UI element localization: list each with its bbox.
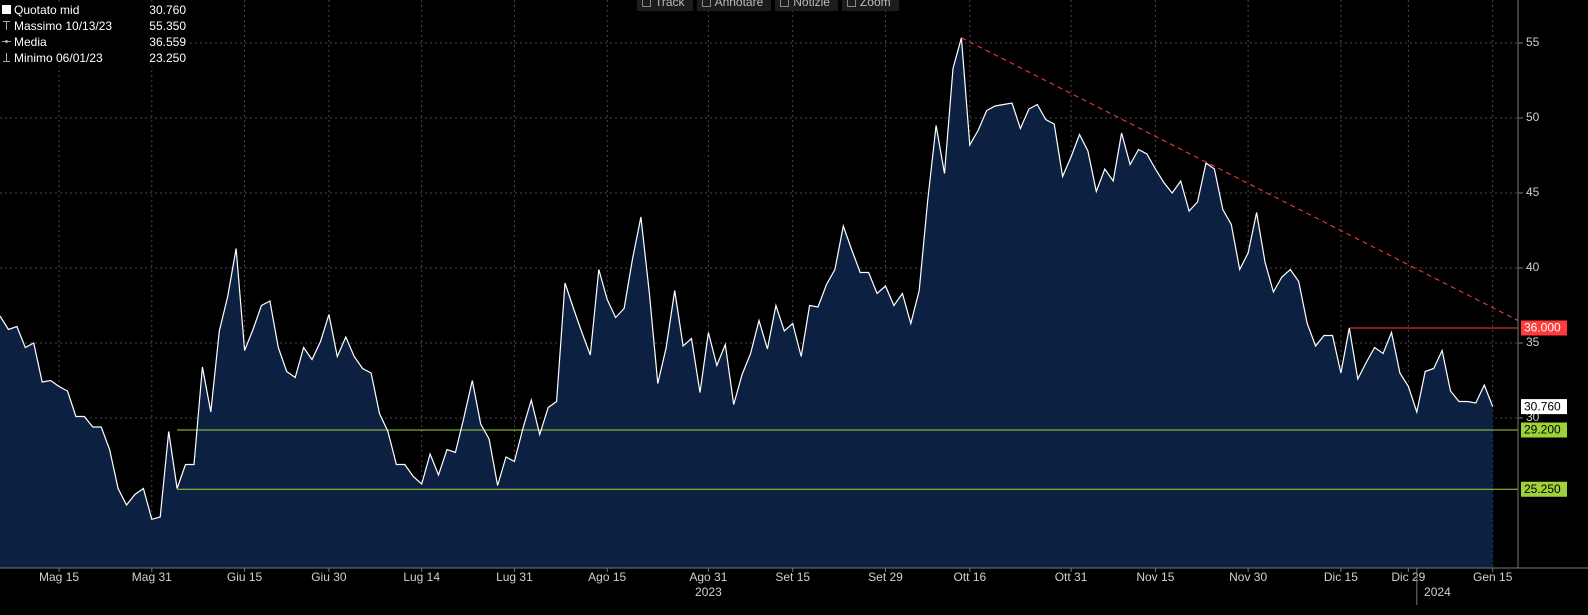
legend-icon — [2, 5, 11, 14]
y-tick-label: 35 — [1526, 335, 1540, 349]
legend-icon — [3, 53, 10, 62]
x-tick-label: Lug 14 — [403, 570, 440, 584]
x-tick-label: Ago 15 — [588, 570, 626, 584]
legend-name: Minimo 06/01/23 — [14, 51, 103, 65]
toolbar-button[interactable]: Annotare — [696, 0, 772, 11]
level-label-text: 29.200 — [1524, 423, 1561, 437]
last-price-text: 30.760 — [1524, 399, 1561, 413]
x-tick-label: Gen 15 — [1473, 570, 1513, 584]
level-label-box — [1521, 422, 1567, 438]
x-tick-label: Ott 16 — [953, 570, 986, 584]
x-tick-label: Mag 15 — [39, 570, 79, 584]
level-label-text: 36.000 — [1524, 321, 1561, 335]
x-tick-label: Lug 31 — [496, 570, 533, 584]
x-tick-label: Dic 29 — [1391, 570, 1425, 584]
x-tick-label: Nov 30 — [1229, 570, 1267, 584]
legend-row: Quotato mid 30.760 — [0, 2, 190, 18]
price-line — [0, 37, 1494, 521]
x-tick-label: Set 29 — [868, 570, 903, 584]
legend-icon — [3, 21, 10, 30]
x-tick-label: Nov 15 — [1136, 570, 1174, 584]
legend-value: 36.559 — [149, 35, 186, 49]
x-tick-label: Ago 31 — [689, 570, 727, 584]
last-price-box — [1521, 399, 1567, 415]
toolbar: Track Annotare Notizie Zoom — [637, 0, 899, 11]
legend-name: Media — [14, 35, 47, 49]
legend-icon — [2, 40, 11, 43]
legend-row: Minimo 06/01/23 23.250 — [0, 50, 190, 66]
level-label-box — [1521, 481, 1567, 497]
y-tick-label: 55 — [1526, 35, 1540, 49]
x-tick-label: Mag 31 — [132, 570, 172, 584]
legend: Quotato mid 30.760 Massimo 10/13/23 55.350 M… — [0, 2, 190, 66]
year-label: 2024 — [1424, 585, 1451, 599]
toolbar-button[interactable]: Notizie — [775, 0, 838, 11]
x-tick-label: Ott 31 — [1055, 570, 1088, 584]
price-area — [0, 37, 1493, 569]
legend-name: Quotato mid — [14, 3, 80, 17]
toolbar-button[interactable]: Track — [637, 0, 693, 11]
legend-row: Media 36.559 — [0, 34, 190, 50]
year-label: 2023 — [695, 585, 722, 599]
x-tick-label: Giu 15 — [227, 570, 263, 584]
level-label-text: 25.250 — [1524, 482, 1561, 496]
legend-value: 55.350 — [149, 19, 186, 33]
legend-value: 23.250 — [149, 51, 186, 65]
x-tick-label: Set 15 — [775, 570, 810, 584]
level-label-box — [1521, 320, 1567, 336]
toolbar-button[interactable]: Zoom — [841, 0, 899, 11]
y-tick-label: 40 — [1526, 260, 1540, 274]
legend-value: 30.760 — [149, 3, 186, 17]
legend-row: Massimo 10/13/23 55.350 — [0, 18, 190, 34]
legend-name: Massimo 10/13/23 — [14, 19, 113, 33]
y-tick-label: 45 — [1526, 185, 1540, 199]
x-tick-label: Dic 15 — [1324, 570, 1358, 584]
y-tick-label: 50 — [1526, 110, 1540, 124]
x-tick-label: Giu 30 — [311, 570, 347, 584]
